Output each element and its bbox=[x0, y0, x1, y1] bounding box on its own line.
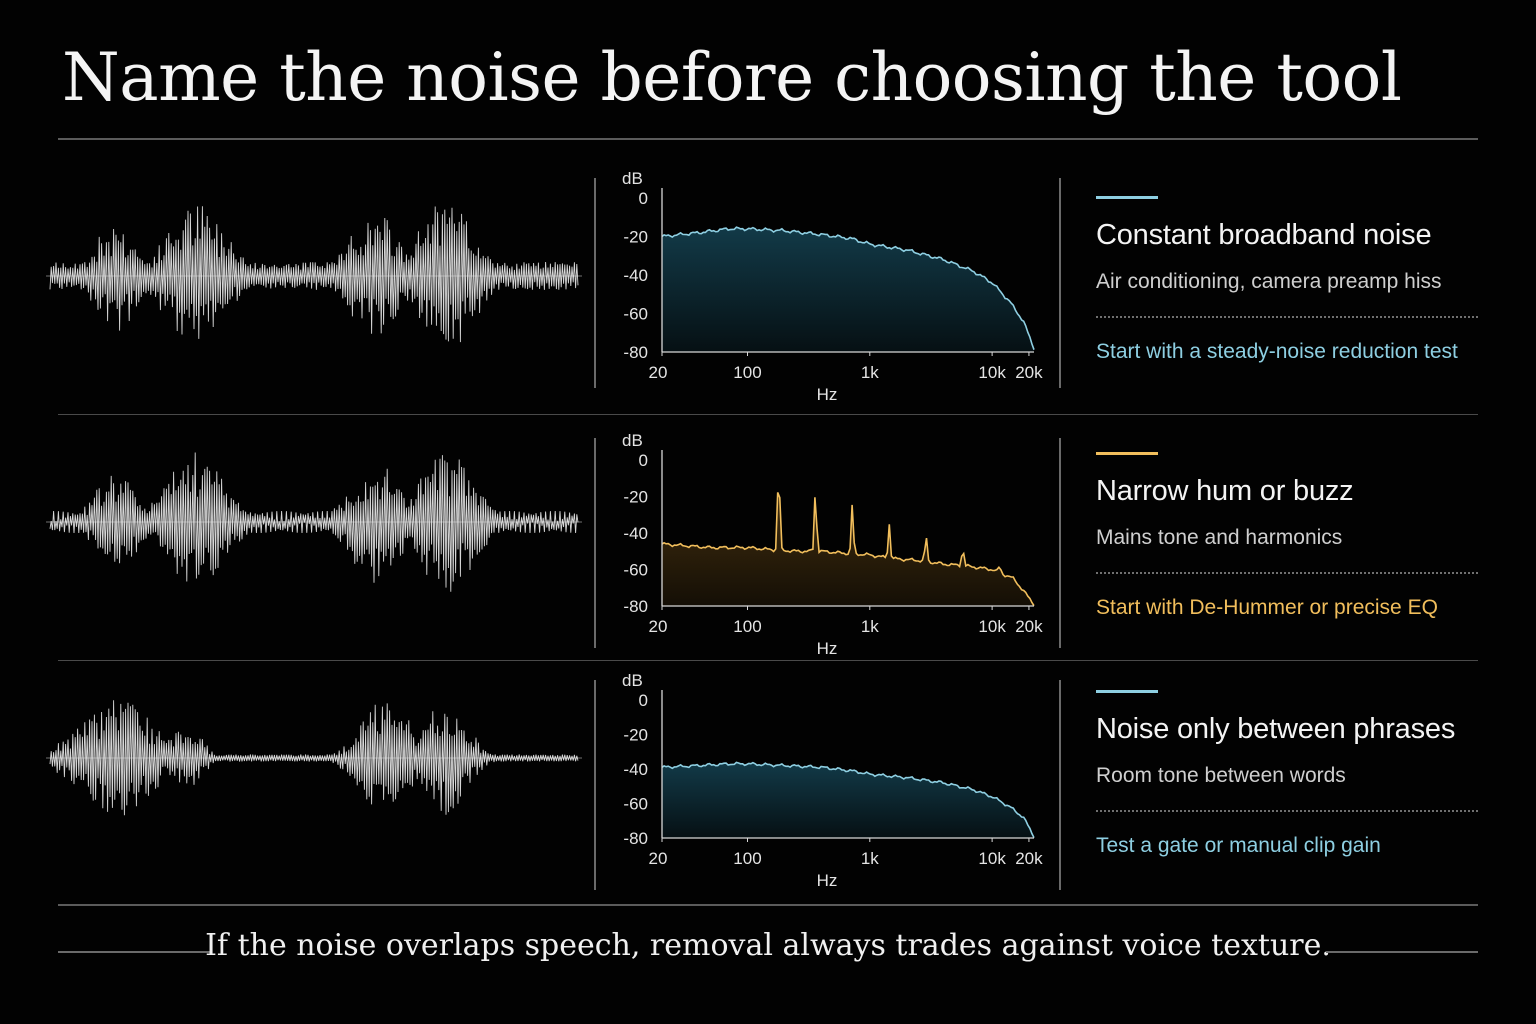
y-tick-label: -20 bbox=[623, 726, 648, 745]
noise-row-gated: 0 -20 -40 -60 -80 dB 20 100 1k 10k 20k Hz Noise onl… bbox=[0, 666, 1536, 902]
row-rule bbox=[58, 414, 1478, 415]
row-subtitle: Mains tone and harmonics bbox=[1096, 526, 1343, 549]
y-axis-label: dB bbox=[622, 671, 643, 690]
y-tick-label: 0 bbox=[639, 691, 648, 710]
divider bbox=[1059, 680, 1061, 890]
title-rule bbox=[58, 138, 1478, 140]
row-rule bbox=[58, 660, 1478, 661]
row-action: Test a gate or manual clip gain bbox=[1096, 834, 1381, 857]
spectrum-line bbox=[661, 226, 1035, 350]
x-axis-label: Hz bbox=[817, 639, 838, 658]
y-tick-label: -80 bbox=[623, 343, 648, 362]
x-tick-label: 20k bbox=[1015, 849, 1043, 868]
spectrum-svg: 0 -20 -40 -60 -80 dB 20 100 1k 10k 20k Hz bbox=[622, 169, 1043, 404]
info-panel: Narrow hum or buzz Mains tone and harmon… bbox=[1096, 452, 1496, 620]
footer-line-left bbox=[58, 951, 210, 953]
x-tick-label: 100 bbox=[733, 363, 761, 382]
spectrum-area bbox=[662, 227, 1034, 352]
x-tick-label: 20 bbox=[649, 849, 668, 868]
spectrum-chart: 0 -20 -40 -60 -80 dB 20 100 1k 10k 20k Hz bbox=[598, 160, 1048, 410]
waveform bbox=[46, 452, 582, 592]
info-panel: Constant broadband noise Air conditionin… bbox=[1096, 196, 1496, 364]
y-tick-label: -80 bbox=[623, 597, 648, 616]
y-axis-label: dB bbox=[622, 431, 643, 450]
y-tick-label: -60 bbox=[623, 795, 648, 814]
y-axis-label: dB bbox=[622, 169, 643, 188]
y-tick-label: -40 bbox=[623, 760, 648, 779]
noise-row-broadband: 0 -20 -40 -60 -80 dB 20 100 1k 10k 20k Hz Constant … bbox=[0, 160, 1536, 414]
footer-line-right bbox=[1326, 951, 1478, 953]
dotted-separator bbox=[1096, 572, 1478, 574]
x-axis-label: Hz bbox=[817, 871, 838, 890]
waveform-trace bbox=[49, 452, 579, 592]
row-action: Start with De-Hummer or precise EQ bbox=[1096, 596, 1438, 619]
noise-row-hum: 0 -20 -40 -60 -80 dB 20 100 1k 10k 20k Hz Narrow hu… bbox=[0, 424, 1536, 660]
waveform-trace bbox=[49, 206, 579, 343]
y-tick-label: 0 bbox=[639, 189, 648, 208]
spectrum-line bbox=[661, 492, 1035, 607]
x-tick-label: 10k bbox=[978, 617, 1006, 636]
divider bbox=[594, 680, 596, 890]
x-tick-label: 1k bbox=[861, 617, 879, 636]
row-subtitle: Air conditioning, camera preamp hiss bbox=[1096, 270, 1442, 293]
divider bbox=[1059, 438, 1061, 648]
y-tick-label: -40 bbox=[623, 524, 648, 543]
x-axis-label: Hz bbox=[817, 385, 838, 404]
x-tick-label: 20k bbox=[1015, 617, 1043, 636]
x-tick-label: 10k bbox=[978, 363, 1006, 382]
row-title: Noise only between phrases bbox=[1096, 713, 1456, 745]
row-title: Narrow hum or buzz bbox=[1096, 475, 1354, 507]
dotted-separator bbox=[1096, 316, 1478, 318]
accent-bar bbox=[1096, 196, 1158, 199]
spectrum-chart: 0 -20 -40 -60 -80 dB 20 100 1k 10k 20k Hz bbox=[598, 666, 1048, 916]
y-tick-label: -40 bbox=[623, 266, 648, 285]
waveform-trace bbox=[49, 700, 579, 816]
footer-note: If the noise overlaps speech, removal al… bbox=[205, 928, 1331, 963]
dotted-separator bbox=[1096, 810, 1478, 812]
x-tick-label: 20 bbox=[649, 617, 668, 636]
y-tick-label: -60 bbox=[623, 561, 648, 580]
divider bbox=[594, 438, 596, 648]
row-title: Constant broadband noise bbox=[1096, 219, 1432, 251]
row-action: Start with a steady-noise reduction test bbox=[1096, 340, 1458, 363]
y-tick-label: -80 bbox=[623, 829, 648, 848]
spectrum-svg: 0 -20 -40 -60 -80 dB 20 100 1k 10k 20k Hz bbox=[622, 671, 1043, 890]
spectrum-line bbox=[661, 761, 1035, 839]
footer-rule bbox=[58, 904, 1478, 906]
divider bbox=[1059, 178, 1061, 388]
x-tick-label: 100 bbox=[733, 617, 761, 636]
accent-bar bbox=[1096, 690, 1158, 693]
spectrum-chart: 0 -20 -40 -60 -80 dB 20 100 1k 10k 20k Hz bbox=[598, 424, 1048, 674]
x-tick-label: 20 bbox=[649, 363, 668, 382]
x-tick-label: 1k bbox=[861, 363, 879, 382]
info-panel: Noise only between phrases Room tone bet… bbox=[1096, 690, 1496, 858]
page-title: Name the noise before choosing the tool bbox=[62, 39, 1402, 116]
waveform bbox=[46, 700, 582, 816]
row-subtitle: Room tone between words bbox=[1096, 764, 1346, 787]
y-tick-label: -20 bbox=[623, 228, 648, 247]
x-tick-label: 20k bbox=[1015, 363, 1043, 382]
waveform bbox=[46, 206, 582, 343]
spectrum-area bbox=[662, 762, 1034, 838]
x-tick-label: 1k bbox=[861, 849, 879, 868]
y-tick-label: -60 bbox=[623, 305, 648, 324]
spectrum-area bbox=[662, 492, 1034, 606]
y-tick-label: -20 bbox=[623, 488, 648, 507]
x-tick-label: 100 bbox=[733, 849, 761, 868]
x-tick-label: 10k bbox=[978, 849, 1006, 868]
accent-bar bbox=[1096, 452, 1158, 455]
spectrum-svg: 0 -20 -40 -60 -80 dB 20 100 1k 10k 20k Hz bbox=[622, 431, 1043, 658]
y-tick-label: 0 bbox=[639, 451, 648, 470]
divider bbox=[594, 178, 596, 388]
